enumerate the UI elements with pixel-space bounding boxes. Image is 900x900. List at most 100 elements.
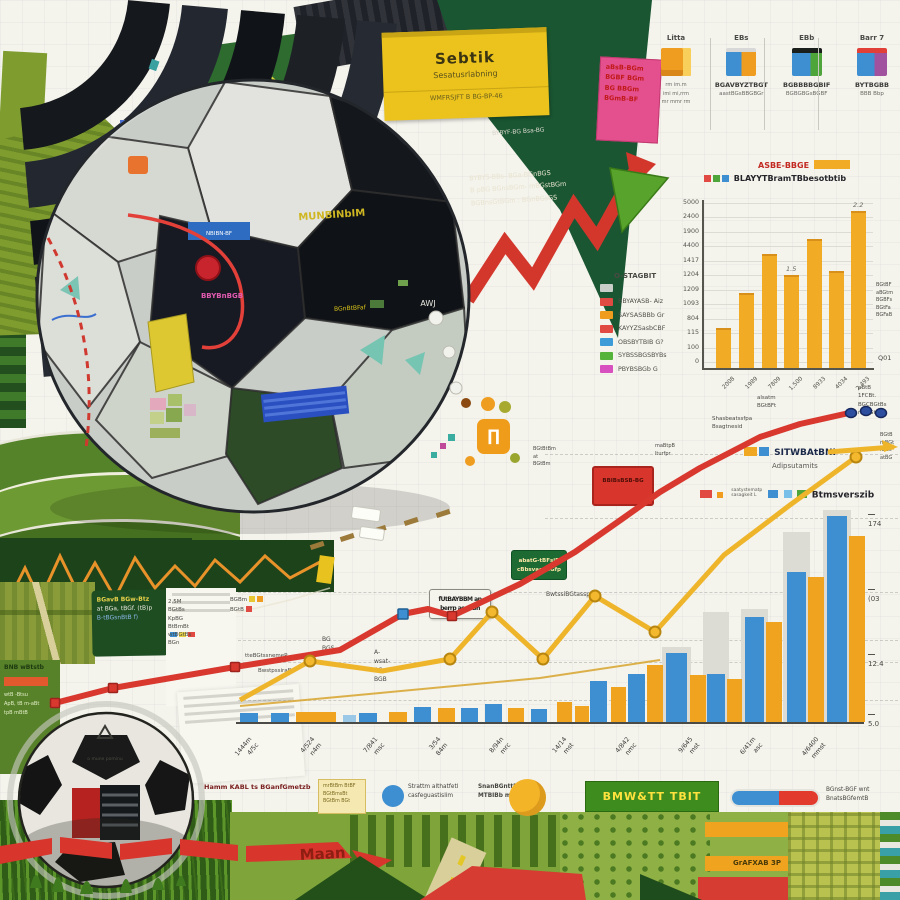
orchard-field-patch: GrAFXAB 3P [560, 812, 809, 900]
right-chart-yaxis [702, 200, 704, 370]
y-tick-label: 1900 [682, 227, 699, 235]
annotation-text: BGtBtBm at BGtBm [533, 446, 556, 467]
stat-card: EBb BGBBBBGBIF BGBGBGsBGBF [779, 34, 835, 146]
card-divider [764, 38, 765, 130]
legend-row [600, 284, 695, 292]
mini-legend-label: BGtB [230, 607, 244, 613]
title-banner: Sebtik Sesatusrlabning WMFRSJFT B BG-BP-… [381, 27, 550, 121]
bar [461, 708, 478, 722]
bar [784, 275, 799, 368]
main-legend-1: SITWBAtBNI [744, 447, 836, 458]
banner-footnote: WMFRSJFT B BG-BP-46 [383, 86, 549, 104]
mini-legend-row: BGBm [230, 596, 264, 603]
blue-swatch [722, 175, 729, 182]
legend-row: OBSBYTBIB G? [600, 338, 695, 346]
legend-label: SYBSSBGSBYBs [618, 352, 667, 359]
legend-label: PBYBSBGb G [618, 365, 658, 373]
magenta-square-icon [440, 443, 446, 449]
bar [611, 687, 626, 722]
red-swatch [600, 297, 613, 306]
pill-blue-segment [732, 791, 780, 805]
bar [827, 516, 847, 722]
card-label: Barr 7 [859, 34, 885, 42]
red-swatch [700, 490, 712, 499]
yellow-swatch [249, 596, 256, 602]
right-chart-legend-2: BLAYYTBramTBbesotbtib [704, 174, 846, 183]
bar [389, 712, 407, 722]
legend-label: BLAYYTBramTBbesotbtib [733, 174, 847, 183]
annotation-text: BwtssiBGtassp [546, 591, 591, 598]
orange-swatch [814, 160, 851, 169]
y-tick-label: 1204 [682, 271, 699, 279]
annotation-text: BGtB mBGt fBGs atBG [880, 432, 895, 461]
bar [707, 674, 725, 722]
teal-square-icon [448, 434, 455, 441]
teal-square-icon [431, 452, 437, 458]
annotation-text: Shasbeatssfpa Bsagtnesid [712, 416, 753, 431]
gray-callout-box: fUtBAYBBM ap berrp asssiBh [429, 589, 491, 619]
y-tick-label: 12.4 [868, 652, 884, 668]
card-label: EBb [799, 34, 815, 42]
y-tick-label: 5000 [682, 199, 699, 206]
green-callout-box: abatG-tBFsiB cBbsvaecBGfp [511, 550, 567, 580]
main-legend-1-sub: Adipsutamits [772, 462, 818, 470]
patchwork-ball: NBIBN-BF BBYBnBGB MUNBINbIM AWJ BGnBtBFa… [35, 78, 471, 514]
y-tick-label: 100 [686, 343, 699, 351]
red-swatch [245, 606, 252, 612]
gridline [545, 454, 898, 455]
gridline [703, 231, 873, 233]
field-bar [705, 822, 809, 837]
pill-red-segment [779, 791, 818, 805]
ribbon-text: Maan [299, 844, 346, 864]
value-label: 1.5 [786, 265, 797, 273]
legend-row: KAYYZSasbCBF [600, 324, 695, 333]
ball-pink-label: BBYBnBGB [201, 292, 243, 300]
orange-swatch [744, 447, 757, 456]
green-swatch [600, 351, 613, 360]
gridline [703, 217, 873, 219]
orange-swatch [600, 311, 613, 319]
stat-cards-row: Litta rm im.m imi mi,rrm mr mmr rm EBs B… [648, 34, 900, 146]
stat-card: Litta rm im.m imi mi,rrm mr mmr rm [648, 34, 704, 146]
annotation-text: BG BGS [322, 636, 335, 652]
bar [240, 713, 258, 722]
bar [739, 293, 754, 368]
magenta-swatch [600, 365, 613, 373]
card-label: Litta [666, 34, 686, 42]
bar [745, 617, 764, 722]
footer-blue-caption: Strattm althatfetl casfeguastislim [408, 784, 459, 800]
blue-green-chart-icon [791, 48, 822, 76]
tree-dots [560, 812, 710, 900]
annotation-text: BwstpssiraBa [258, 668, 295, 674]
green-sw [713, 175, 720, 182]
annotation-text: aBtB 1FCBt. BGCBGtBs mrBGtB [858, 385, 887, 416]
ratio-pill-bar [730, 789, 820, 807]
legend-label: OBSBYTBIB G? [618, 338, 664, 346]
red-dashed-arc [46, 237, 91, 449]
ball-blue-label: NBIBN-BF [206, 231, 232, 237]
dot-icon [510, 453, 520, 463]
bar [829, 271, 844, 368]
card-title: BGAVBYZTBGT [714, 81, 768, 89]
blue-swatch [600, 338, 613, 346]
mini-legend-label: BGBm [230, 597, 248, 603]
right-chart-legend-1: ASBE-BBGE [758, 160, 851, 170]
field-bar-labeled: GrAFXAB 3P [705, 856, 809, 871]
gray-swatch [600, 284, 613, 292]
footer-note-card: mrBtBm BtBF BGtBmsBt BGtBm BGt [318, 779, 366, 814]
legend-label: KAYYZSasbCBF [618, 325, 666, 332]
striped-edge [880, 812, 900, 900]
side-legend: O-STAGBIT BBYAYASB- Aiz SAYSASBBb Gr KAY… [600, 272, 695, 379]
card-mini-text: rm im.m imi mi,rrm mr mmr rm [661, 82, 691, 105]
lightblue-swatch [783, 490, 792, 499]
green-banner-button: BMW&TT TBIT [585, 781, 719, 812]
card-divider [818, 38, 819, 130]
bar [647, 665, 663, 722]
stat-card: Barr 7 BYTBGBB BBB Bbp [844, 34, 900, 146]
bar [343, 715, 356, 722]
goal-icon: ∏ [477, 419, 510, 454]
ball-yellow-label: MUNBINbIM [298, 208, 366, 224]
blue-orange-chart-icon [726, 48, 757, 76]
side-legend-title: O-STAGBIT [614, 272, 657, 280]
